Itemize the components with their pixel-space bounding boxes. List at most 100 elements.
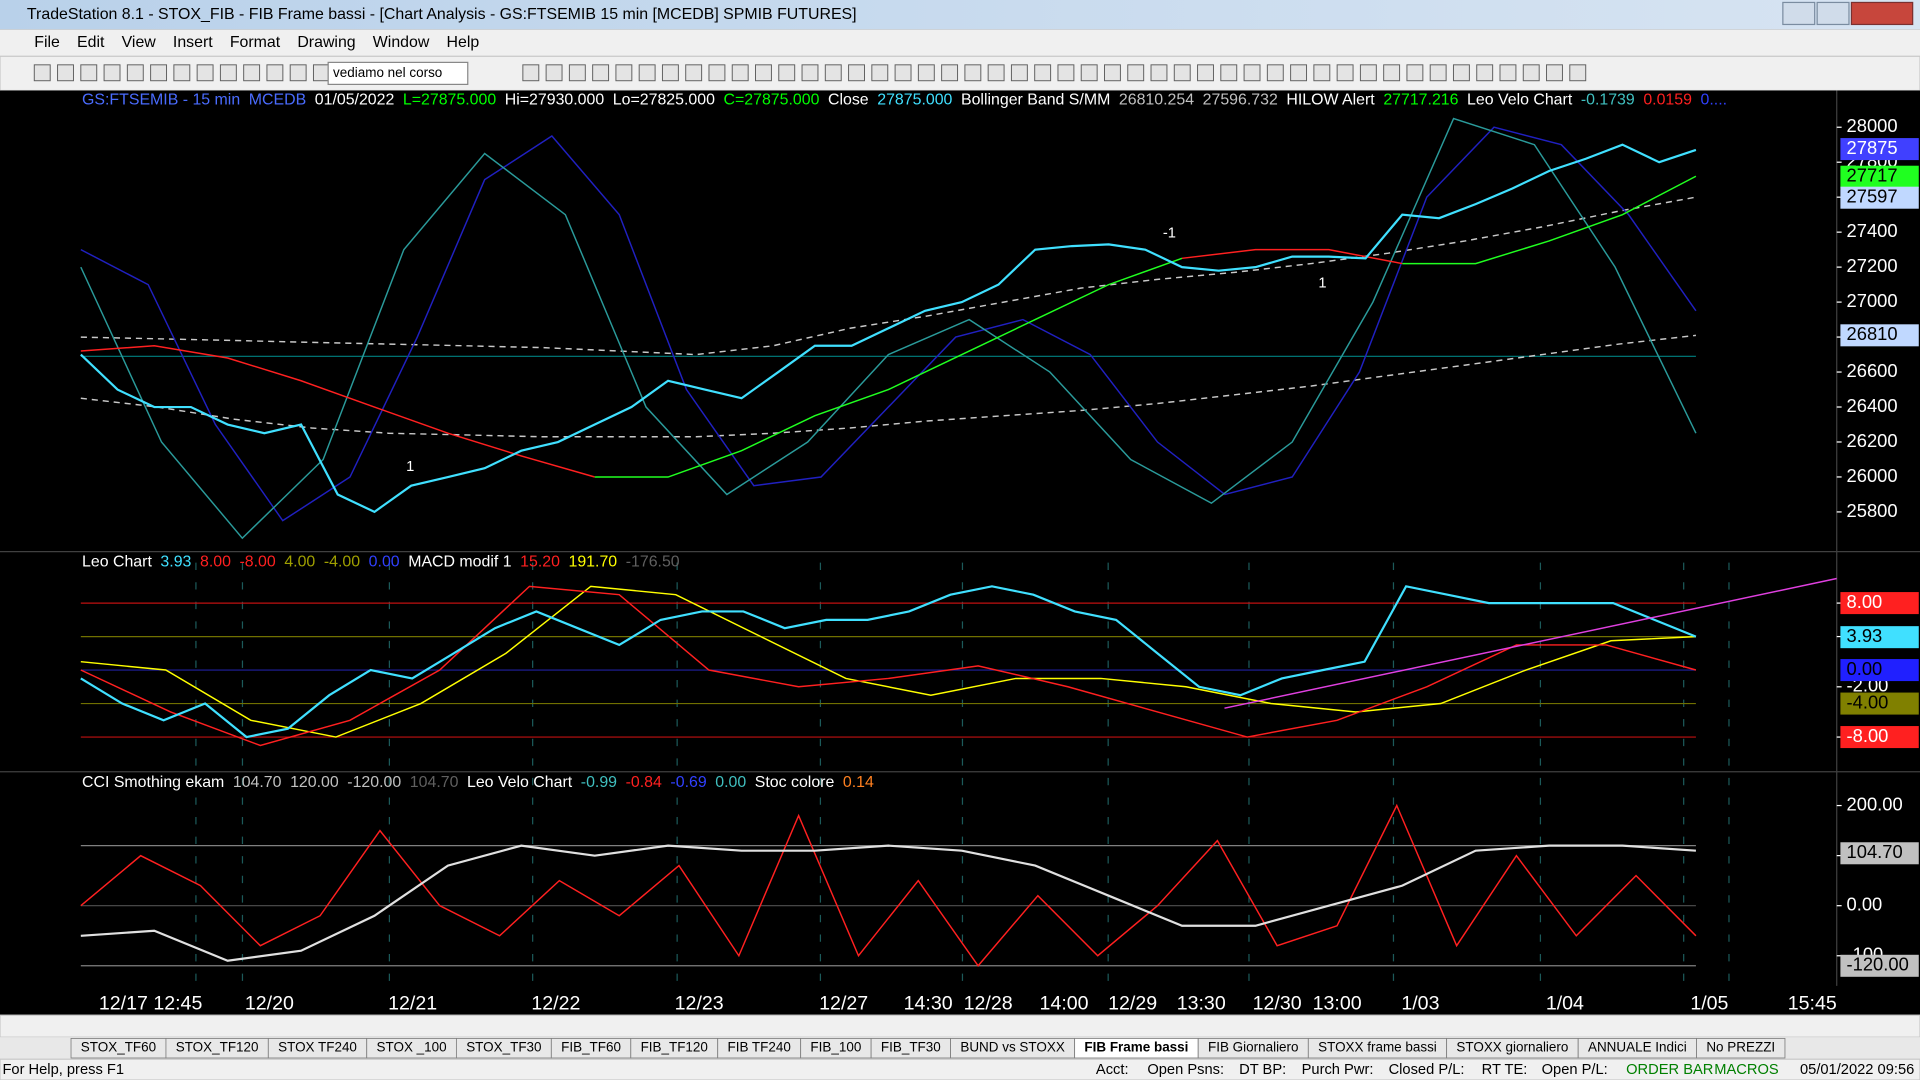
tool-icon[interactable] [1522,64,1540,82]
menu-item[interactable]: Help [447,34,480,51]
tool-icon[interactable] [1173,64,1191,82]
tool-icon[interactable] [801,64,819,82]
tool-icon[interactable] [1313,64,1331,82]
tool-icon[interactable] [941,64,959,82]
tool-icon[interactable] [1406,64,1424,82]
menu-item[interactable]: Insert [173,34,213,51]
tool-icon[interactable] [266,64,284,82]
y-tick-label: 200.00 [1847,793,1903,814]
tool-icon[interactable] [987,64,1005,82]
tab-label[interactable]: STOX TF240 [278,1040,357,1055]
tool-icon[interactable] [964,64,982,82]
tab-label[interactable]: ANNUALE Indici [1588,1040,1687,1055]
series-line [1181,248,1403,265]
tool-icon[interactable] [755,64,772,82]
tool-icon[interactable] [33,64,51,82]
tool-icon[interactable] [1499,64,1517,82]
tool-icon[interactable] [917,64,935,82]
tab-label[interactable]: FIB Frame bassi [1084,1040,1188,1055]
tool-icon[interactable] [778,64,796,82]
menu-item[interactable]: Window [373,34,430,51]
tool-icon[interactable] [894,64,912,82]
tab-label[interactable]: FIB_TF120 [641,1040,708,1055]
tool-icon[interactable] [150,64,168,82]
tool-icon[interactable] [1150,64,1168,82]
tool-icon[interactable] [1569,64,1587,82]
tab-label[interactable]: BUND vs STOXX [960,1040,1064,1055]
tab-label[interactable]: FIB_TF60 [561,1040,621,1055]
tool-icon[interactable] [1452,64,1470,82]
tool-icon[interactable] [824,64,842,82]
tool-icon[interactable] [1266,64,1284,82]
tool-icon[interactable] [545,64,563,82]
tool-icon[interactable] [638,64,656,82]
tool-icon[interactable] [1546,64,1563,82]
tool-icon[interactable] [1080,64,1098,82]
tool-icon[interactable] [1010,64,1028,82]
tool-icon[interactable] [568,64,586,82]
tool-icon[interactable] [173,64,191,82]
tool-icon[interactable] [1197,64,1214,82]
tab-label[interactable]: FIB TF240 [727,1040,790,1055]
series-line [594,257,1183,478]
tool-icon[interactable] [1383,64,1401,82]
tool-icon[interactable] [661,64,679,82]
tool-icon[interactable] [871,64,889,82]
tool-icon[interactable] [126,64,144,82]
x-tick-label: 1/03 [1401,992,1439,1014]
tool-icon[interactable] [685,64,703,82]
scrollbar[interactable] [0,1014,1920,1038]
tool-icon[interactable] [1127,64,1145,82]
tool-icon[interactable] [731,64,749,82]
minimize-button[interactable] [1782,1,1816,26]
combo-box[interactable] [327,61,469,86]
tool-icon[interactable] [219,64,237,82]
tab-label[interactable]: No PREZZI [1706,1040,1775,1055]
header-item: Leo Velo Chart [1467,92,1573,109]
tab-label[interactable]: STOXX frame bassi [1318,1040,1437,1055]
tool-icon[interactable] [103,64,121,82]
tool-icon[interactable] [1429,64,1447,82]
tool-icon[interactable] [522,64,540,82]
tool-icon[interactable] [1104,64,1121,82]
tool-icon[interactable] [289,64,307,82]
close-button[interactable] [1850,1,1914,26]
tab-label[interactable]: FIB Giornaliero [1208,1040,1299,1055]
tool-icon[interactable] [615,64,633,82]
tab-label[interactable]: STOXX giornaliero [1456,1040,1568,1055]
tool-icon[interactable] [848,64,865,82]
menu-item[interactable]: File [34,34,60,51]
tool-icon[interactable] [1220,64,1238,82]
tool-icon[interactable] [708,64,726,82]
header-item: Close [828,92,869,109]
tab-label[interactable]: FIB_100 [810,1040,861,1055]
tool-icon[interactable] [1057,64,1075,82]
tool-icon[interactable] [57,64,74,82]
menu-item[interactable]: Drawing [297,34,355,51]
tab-label[interactable]: FIB_TF30 [881,1040,941,1055]
tab[interactable] [1696,1037,1786,1059]
maximize-button[interactable] [1816,1,1850,26]
menu-item[interactable]: Edit [77,34,105,51]
tool-icon[interactable] [592,64,610,82]
tool-icon[interactable] [1336,64,1354,82]
tool-icon[interactable] [80,64,98,82]
value-marker [1840,842,1919,865]
value-marker [1840,324,1919,347]
tool-icon[interactable] [196,64,214,82]
tool-icon[interactable] [1034,64,1052,82]
tab-label[interactable]: STOX_TF120 [176,1040,259,1055]
tool-icon[interactable] [1290,64,1308,82]
value-marker-label: 27717 [1847,165,1898,186]
tool-icon[interactable] [1243,64,1261,82]
menu-item[interactable]: Format [230,34,281,51]
tab-label[interactable]: STOX _100 [377,1040,447,1055]
tab-label[interactable]: STOX_TF60 [81,1040,156,1055]
menu-item[interactable]: View [122,34,157,51]
tool-icon[interactable] [1476,64,1494,82]
tool-icon[interactable] [1359,64,1377,82]
tool-icon[interactable] [243,64,261,82]
tool-icon[interactable] [312,64,330,82]
tab-label[interactable]: STOX_TF30 [466,1040,541,1055]
y-tick-label: 26400 [1847,395,1898,416]
